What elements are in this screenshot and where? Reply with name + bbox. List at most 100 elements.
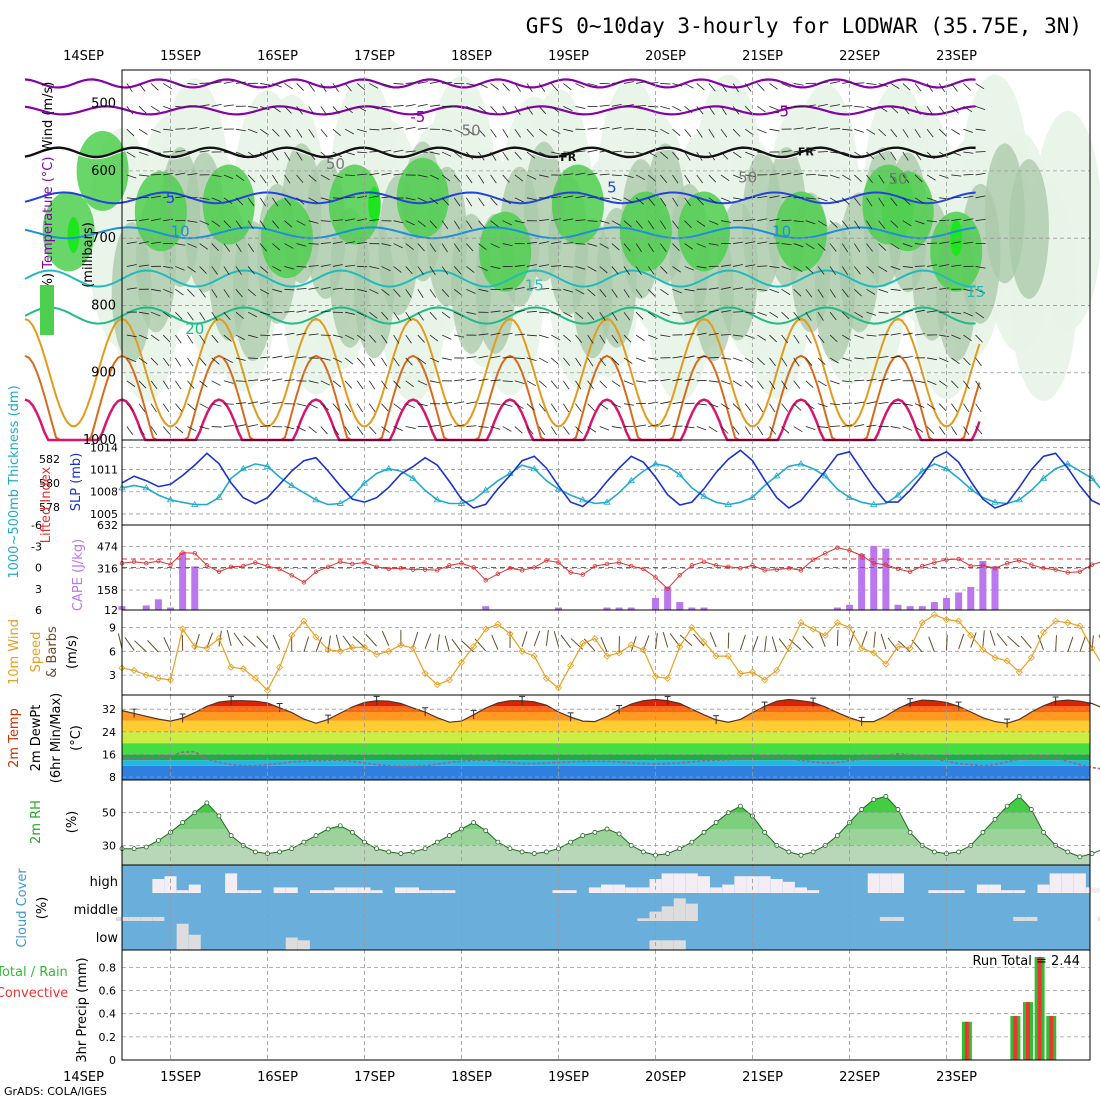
wind-barb (151, 241, 162, 244)
wind-speed-marker (482, 625, 490, 633)
wind-barb (575, 172, 586, 176)
wind-barb-10m (163, 637, 171, 653)
wind-barb (599, 311, 606, 321)
cape-bar (955, 592, 963, 610)
cloud-high-cell (1001, 890, 1014, 893)
wind-barb (854, 220, 861, 230)
precip-tick: 0.2 (99, 1031, 117, 1044)
wind-barb (211, 311, 218, 321)
wind-barb (890, 197, 898, 206)
lifted-line (121, 547, 1100, 590)
wind-barb (854, 151, 864, 158)
temp-band (122, 765, 1090, 780)
lifted-point (325, 564, 331, 569)
rh-band (122, 845, 1090, 865)
wind-barb (805, 126, 816, 130)
wind-barb (454, 105, 465, 109)
wind-barb (575, 195, 586, 199)
wind-barb (805, 311, 812, 321)
wind-barb (163, 266, 174, 269)
rh-shade-green (619, 191, 672, 272)
wind-barb (708, 243, 719, 246)
wind-barb (405, 150, 416, 153)
wind-barb (539, 219, 550, 222)
chart-title: GFS 0~10day 3-hourly for LODWAR (35.75E,… (526, 14, 1082, 38)
wind-barb (563, 311, 573, 318)
rh-point (155, 838, 161, 843)
lifted-point (313, 569, 319, 574)
rh-point (483, 828, 489, 834)
wind-barb (138, 83, 146, 92)
wind-barb-10m (412, 631, 419, 648)
wind-barb (344, 357, 354, 365)
rh-point (580, 833, 586, 838)
wind-barb (199, 82, 210, 84)
wind-barb (975, 151, 986, 153)
wind-barb (235, 151, 246, 157)
wind-barb (769, 128, 780, 132)
wind-barb (757, 151, 768, 155)
wind-barb (429, 266, 436, 276)
cloud-middle-cell (1013, 916, 1026, 921)
wind-barb (381, 196, 392, 199)
wind-barb (211, 380, 221, 386)
wind-barb (866, 220, 873, 230)
wind-barb (696, 197, 704, 206)
wind-barb (502, 426, 512, 432)
wind-barb (878, 401, 889, 405)
wind-barb (902, 332, 913, 336)
cloud-high-cell (673, 873, 686, 893)
wind-barb-10m (1007, 635, 1020, 648)
wind-barb (635, 311, 644, 320)
wind-barb (902, 243, 913, 248)
wind-barb (539, 311, 550, 314)
wind-barb-10m (117, 633, 123, 650)
wind-speed-marker (942, 615, 951, 624)
wind-barb (429, 81, 440, 84)
cloud-high-cell (1049, 873, 1062, 893)
wind-barb (744, 106, 753, 114)
wind-barb (550, 403, 558, 413)
rh-point (895, 807, 901, 812)
wind-barb (126, 197, 137, 200)
wind-barb (805, 266, 814, 274)
wind-barb (235, 357, 246, 361)
wind-barb (381, 83, 392, 87)
wind-barb (672, 197, 679, 207)
wind-barb (926, 380, 937, 386)
wind-barb (247, 289, 256, 297)
wind-barb (963, 83, 971, 91)
wind-barb (405, 380, 414, 388)
wind-barb (199, 104, 210, 107)
wind-barb (854, 401, 865, 405)
wind-barb (381, 149, 392, 153)
lifted-point (859, 553, 864, 558)
cloud-middle-cell (892, 916, 904, 921)
wind-barb (793, 149, 804, 153)
wind-barb-10m (788, 638, 802, 651)
wind-speed-marker (858, 644, 866, 652)
wind-barb (223, 243, 231, 252)
wind-barb (623, 127, 634, 130)
wind-barb (975, 195, 986, 199)
thickness-marker (676, 470, 684, 478)
wind-barb (551, 241, 562, 244)
wind-barb (684, 378, 695, 382)
upper-air-label: RH (%) Temperature (°C) Wind (m/s) (41, 82, 56, 319)
wind-barb (138, 357, 148, 365)
wind-barb (284, 310, 295, 313)
wind-barb (138, 174, 149, 177)
precip-conv-bar (1049, 1016, 1054, 1060)
wind-barb-10m (124, 637, 135, 651)
wind-barb (344, 83, 352, 92)
wind-barb (696, 426, 707, 431)
lifted-point (422, 567, 428, 572)
cloud-high-cell (394, 887, 407, 893)
wind-barb (417, 243, 425, 252)
wind-barb (769, 380, 776, 390)
pressure-tick: 500 (91, 97, 116, 112)
wind-barb (939, 334, 950, 338)
cape-bar (870, 545, 878, 610)
wind-barb (429, 311, 437, 320)
cloud-high-cell (758, 876, 771, 893)
